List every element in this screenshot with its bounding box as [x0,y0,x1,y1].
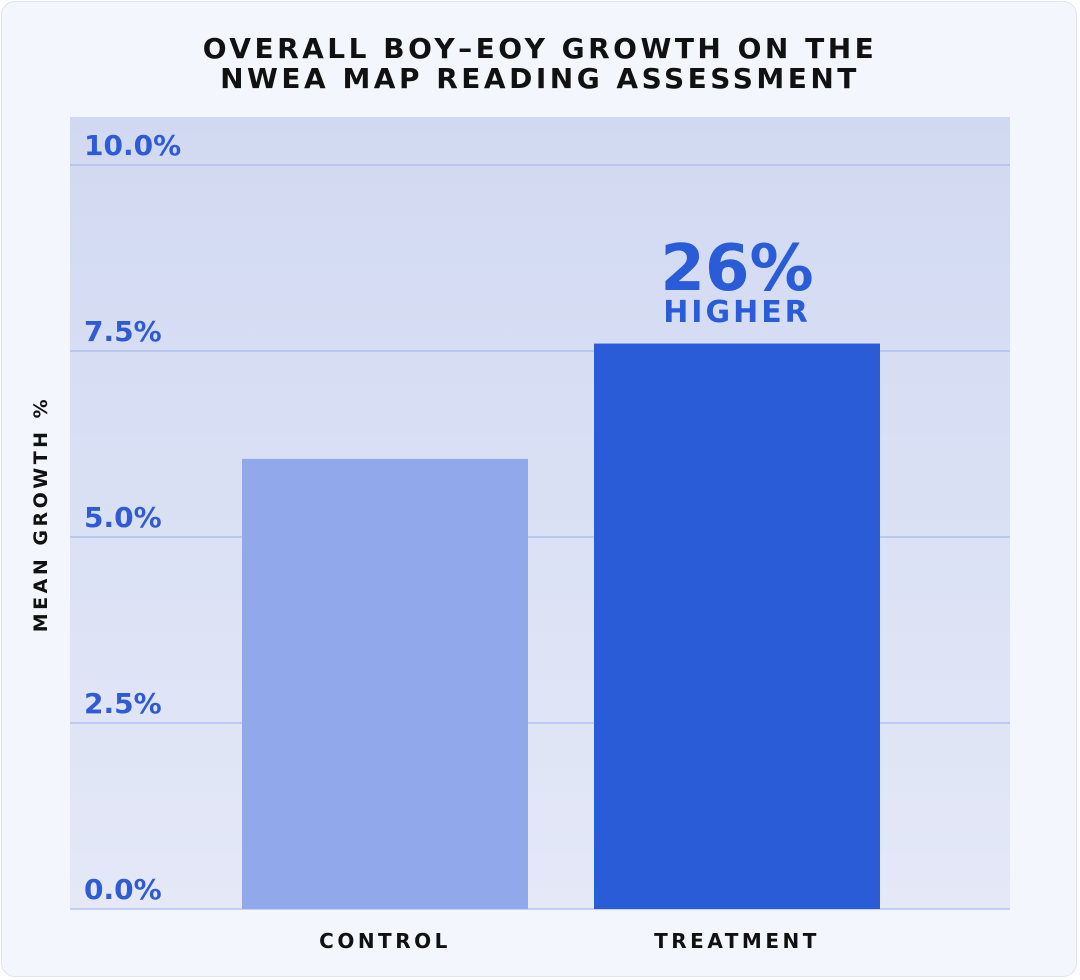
y-tick-label: 10.0% [84,129,181,162]
y-tick-label: 0.0% [84,873,162,906]
chart-title-line-2: NWEA MAP READING ASSESSMENT [220,62,860,95]
y-tick-label: 5.0% [84,501,162,534]
annotation-percent: 26% [660,232,813,306]
x-tick-label: TREATMENT [654,929,820,953]
y-tick-label: 2.5% [84,687,162,720]
chart-title-line-1: OVERALL BOY–EOY GROWTH ON THE [202,32,878,65]
annotation-label: HIGHER [663,295,811,330]
y-tick-label: 7.5% [84,315,162,348]
x-tick-label: CONTROL [319,929,451,953]
bar-control [242,458,528,909]
chart-title: OVERALL BOY–EOY GROWTH ON THE NWEA MAP R… [0,34,1080,94]
bar-treatment [594,343,880,909]
